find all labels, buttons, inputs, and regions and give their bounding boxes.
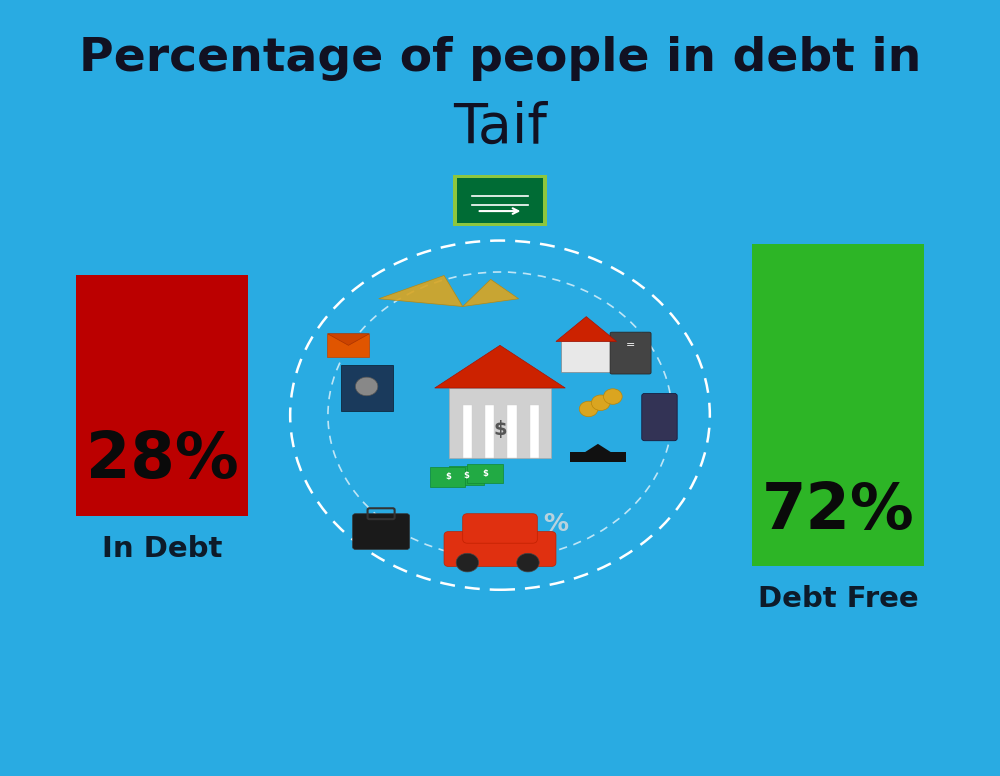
Polygon shape [570,444,626,462]
Text: Taif: Taif [453,101,547,155]
FancyBboxPatch shape [449,466,484,485]
FancyBboxPatch shape [444,532,556,566]
Circle shape [579,401,598,417]
Text: =: = [626,341,635,350]
Polygon shape [379,275,463,307]
Text: 72%: 72% [762,480,914,542]
FancyBboxPatch shape [457,178,543,223]
FancyBboxPatch shape [507,405,517,458]
Polygon shape [556,317,617,341]
Text: Percentage of people in debt in: Percentage of people in debt in [79,36,921,81]
Text: Debt Free: Debt Free [758,585,918,613]
Circle shape [517,553,539,572]
Polygon shape [435,345,565,388]
FancyBboxPatch shape [642,393,677,441]
Text: 28%: 28% [86,429,238,491]
FancyBboxPatch shape [76,275,248,516]
FancyBboxPatch shape [353,514,410,549]
FancyBboxPatch shape [449,388,551,458]
Circle shape [456,553,479,572]
FancyBboxPatch shape [327,334,369,357]
Circle shape [355,377,378,396]
Circle shape [591,395,610,411]
Text: $: $ [463,471,469,480]
FancyBboxPatch shape [467,464,503,483]
Polygon shape [327,334,369,345]
FancyBboxPatch shape [453,175,547,226]
Text: %: % [543,512,568,535]
FancyBboxPatch shape [570,452,626,462]
FancyBboxPatch shape [752,244,924,566]
Text: $: $ [493,421,507,439]
FancyBboxPatch shape [610,332,651,374]
Text: In Debt: In Debt [102,535,222,563]
FancyBboxPatch shape [463,514,537,543]
Polygon shape [463,279,519,307]
FancyBboxPatch shape [530,405,539,458]
FancyBboxPatch shape [430,467,465,487]
Text: $: $ [445,473,451,481]
FancyBboxPatch shape [485,405,494,458]
Text: $: $ [482,469,488,478]
FancyBboxPatch shape [463,405,472,458]
FancyBboxPatch shape [341,365,393,411]
Circle shape [604,389,622,404]
FancyBboxPatch shape [561,341,612,372]
